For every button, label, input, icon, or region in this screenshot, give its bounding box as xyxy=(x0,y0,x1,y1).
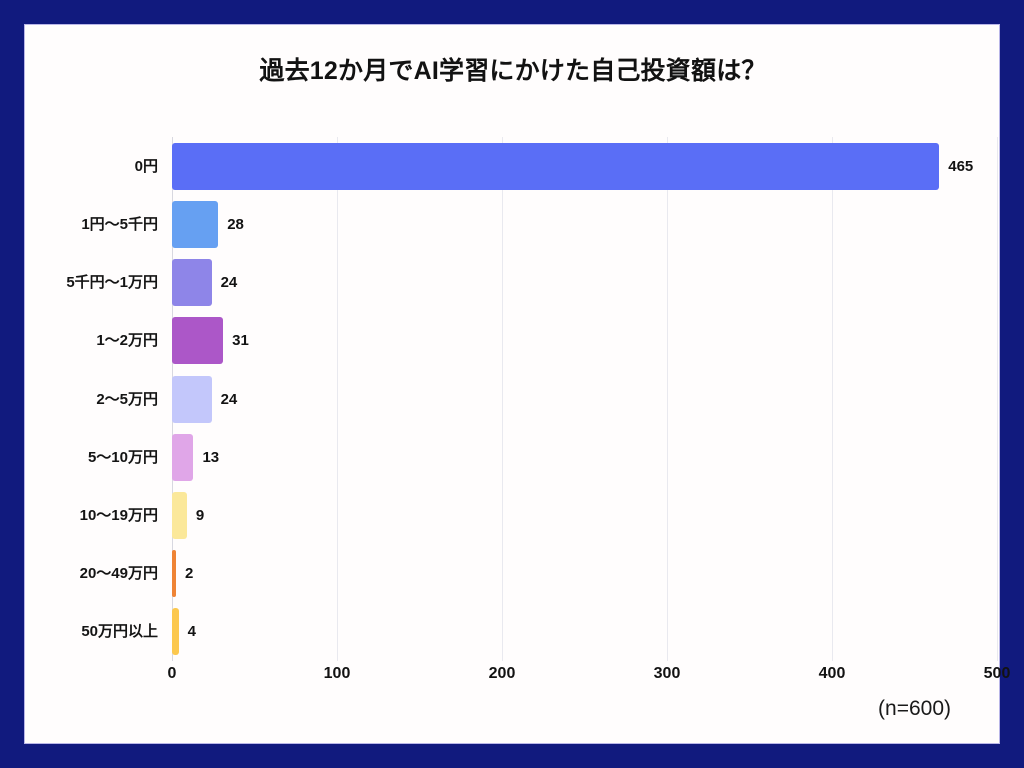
bar-value-label: 9 xyxy=(195,506,205,524)
category-label: 1円〜5千円 xyxy=(81,215,158,233)
x-axis-tick-200: 200 xyxy=(488,665,516,682)
category-label: 1〜2万円 xyxy=(96,332,158,350)
gridline-500 xyxy=(997,137,998,661)
gridline-400 xyxy=(832,137,833,661)
bar xyxy=(172,433,194,481)
category-label: 20〜49万円 xyxy=(79,565,158,583)
x-axis-tick-0: 0 xyxy=(167,665,177,682)
bar-row: 5〜10万円 13 xyxy=(88,433,997,481)
category-label: 5〜10万円 xyxy=(87,448,158,466)
bar xyxy=(172,259,212,307)
bar-value-label: 31 xyxy=(232,332,249,350)
category-label: 50万円以上 xyxy=(81,623,158,641)
sample-size-annotation: (n=600) xyxy=(878,697,951,720)
category-label: 10〜19万円 xyxy=(79,506,158,524)
gridline-300 xyxy=(667,137,668,661)
chart-card: 過去12か月でAI学習にかけた自己投資額は？ 0円 465 1円〜5千円 28 5千円〜… xyxy=(24,24,1010,744)
bar-value-label: 4 xyxy=(187,623,196,641)
bar xyxy=(172,200,219,248)
bar-value-label: 465 xyxy=(948,157,974,175)
gridline-100 xyxy=(337,137,338,661)
bar-row: 5千円〜1万円 24 xyxy=(66,259,997,307)
x-axis-tick-300: 300 xyxy=(653,665,681,682)
bar-value-label: 24 xyxy=(220,274,238,292)
chart-title: 過去12か月でAI学習にかけた自己投資額は？ xyxy=(259,57,767,85)
bar xyxy=(172,317,224,365)
bar-row: 0円 465 xyxy=(135,142,997,190)
bar-row: 20〜49万円 2 xyxy=(80,550,997,598)
bar-row: 10〜19万円 9 xyxy=(80,491,997,539)
bar-row: 2〜5万円 24 xyxy=(96,375,997,423)
plot-area: 0円 465 1円〜5千円 28 5千円〜1万円 24 1〜2万円 31 2〜5万円 24 5〜10… xyxy=(66,137,1010,682)
category-label: 0円 xyxy=(134,157,158,175)
bar-value-label: 24 xyxy=(220,390,238,408)
x-axis-tick-500: 500 xyxy=(983,665,1011,682)
bar xyxy=(172,608,179,656)
bar-row: 1〜2万円 31 xyxy=(96,317,997,365)
bar xyxy=(172,491,187,539)
bar xyxy=(172,142,940,190)
x-axis-tick-100: 100 xyxy=(323,665,351,682)
category-label: 5千円〜1万円 xyxy=(66,274,158,292)
gridline-200 xyxy=(502,137,503,661)
bar-value-label: 2 xyxy=(185,565,194,583)
x-axis-tick-400: 400 xyxy=(818,665,846,682)
bar-row: 1円〜5千円 28 xyxy=(81,200,997,248)
bar-value-label: 28 xyxy=(227,215,244,233)
category-label: 2〜5万円 xyxy=(96,390,158,408)
bar xyxy=(172,375,212,423)
bar-row: 50万円以上 4 xyxy=(81,608,997,656)
bar-value-label: 13 xyxy=(202,448,220,466)
bar xyxy=(172,550,176,598)
